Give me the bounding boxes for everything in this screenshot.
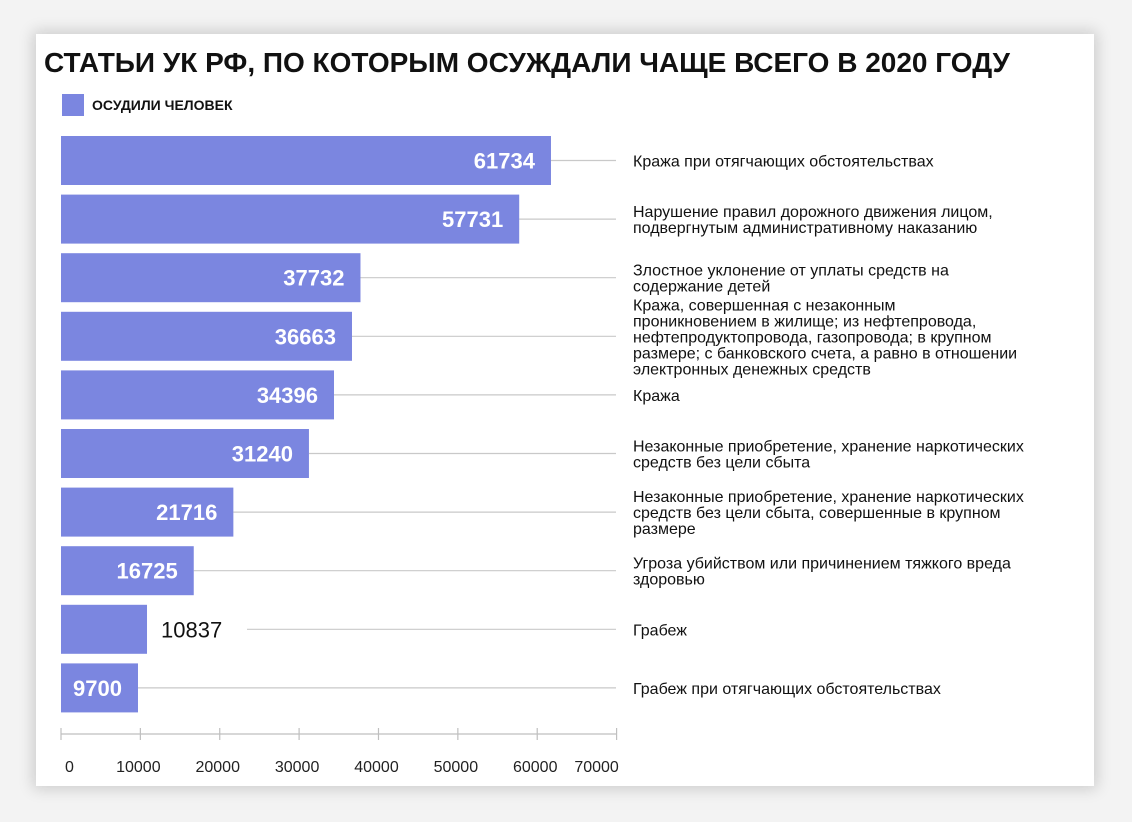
category-label-line: здоровью (633, 572, 705, 589)
value-label-8: 16725 (117, 559, 178, 584)
bar-5 (61, 370, 335, 420)
value-label-3: 37732 (283, 266, 344, 291)
value-label-10: 9700 (73, 676, 122, 701)
bar-8 (61, 546, 194, 596)
category-label-10: Грабеж при отягчающих обстоятельствах (633, 681, 941, 698)
chart-card: СТАТЬИ УК РФ, ПО КОТОРЫМ ОСУЖДАЛИ ЧАЩЕ В… (36, 34, 1094, 786)
category-label-line: Кража (633, 388, 680, 405)
category-label-line: электронных денежных средств (633, 361, 871, 378)
category-label-line: нефтепродуктопровода, газопровода; в кру… (633, 329, 992, 346)
category-label-3: Злостное уклонение от уплаты средств на с… (633, 263, 949, 296)
category-label-line: Незаконные приобретение, хранение наркот… (633, 489, 1024, 506)
x-axis: 0 10000 20000 30000 40000 50000 60000 70000 (60, 728, 619, 776)
category-label-9: Грабеж (633, 622, 687, 639)
category-label-line: Угроза убийством или причинением тяжкого… (633, 556, 1011, 573)
category-label-line: подвергнутым административному наказанию (633, 220, 977, 237)
category-label-line: средств без цели сбыта (633, 455, 810, 472)
category-label-line: Грабеж (633, 622, 687, 639)
bars (61, 136, 551, 713)
category-label-line: размере (633, 521, 696, 538)
category-label-line: размере; с банковского счета, а равно в … (633, 345, 1017, 362)
value-label-4: 36663 (275, 324, 336, 349)
x-tick-label: 20000 (195, 759, 240, 776)
category-label-line: содержание детей (633, 279, 770, 296)
category-label-1: Кража при отягчающих обстоятельствах (633, 154, 934, 171)
bar-1 (61, 136, 551, 185)
x-tick-label: 30000 (275, 759, 320, 776)
x-tick-label: 50000 (434, 759, 479, 776)
category-label-line: Кража, совершенная с незаконным (633, 297, 896, 314)
category-label-line: Грабеж при отягчающих обстоятельствах (633, 681, 941, 698)
category-label-5: Кража (633, 388, 680, 405)
x-tick-label: 60000 (513, 759, 558, 776)
bar-4 (61, 311, 352, 361)
legend-swatch (62, 94, 84, 116)
bar-3 (61, 253, 361, 303)
value-label-1: 61734 (474, 149, 536, 174)
category-label-line: Незаконные приобретение, хранение наркот… (633, 439, 1024, 456)
bar-2 (61, 194, 520, 244)
category-labels: Кража при отягчающих обстоятельствах Нару… (633, 154, 1024, 698)
bar-10 (61, 663, 138, 713)
bar-6 (61, 429, 309, 478)
value-label-7: 21716 (156, 500, 217, 525)
category-label-line: средств без цели сбыта, совершенные в кр… (633, 505, 1001, 522)
legend-label: ОСУДИЛИ ЧЕЛОВЕК (92, 97, 233, 113)
category-label-8: Угроза убийством или причинением тяжкого… (633, 556, 1011, 589)
category-label-2: Нарушение правил дорожного движения лицо… (633, 204, 993, 237)
category-label-line: Кража при отягчающих обстоятельствах (633, 154, 934, 171)
x-tick-label: 10000 (116, 759, 161, 776)
category-label-line: Нарушение правил дорожного движения лицо… (633, 204, 993, 221)
value-label-6: 31240 (232, 442, 293, 467)
value-label-5: 34396 (257, 383, 318, 408)
category-label-6: Незаконные приобретение, хранение наркот… (633, 439, 1024, 472)
x-tick-label: 0 (65, 759, 74, 776)
category-label-line: проникновением в жилище; из нефтепровода… (633, 313, 976, 330)
x-tick-label: 40000 (354, 759, 399, 776)
value-label-9: 10837 (161, 617, 222, 642)
leader-lines (137, 159, 616, 689)
category-label-4: Кража, совершенная с незаконным проникнов… (633, 297, 1017, 378)
x-tick-label: 70000 (574, 759, 619, 776)
bar-chart: СТАТЬИ УК РФ, ПО КОТОРЫМ ОСУЖДАЛИ ЧАЩЕ В… (44, 47, 1024, 776)
bar-7 (61, 487, 234, 537)
value-labels: 61734 57731 37732 36663 34396 31240 21716 16725… (73, 149, 536, 701)
value-label-2: 57731 (442, 207, 503, 232)
category-label-7: Незаконные приобретение, хранение наркот… (633, 489, 1024, 538)
chart-title: СТАТЬИ УК РФ, ПО КОТОРЫМ ОСУЖДАЛИ ЧАЩЕ В… (44, 47, 1010, 78)
category-label-line: Злостное уклонение от уплаты средств на (633, 263, 949, 280)
bar-9 (61, 604, 148, 654)
